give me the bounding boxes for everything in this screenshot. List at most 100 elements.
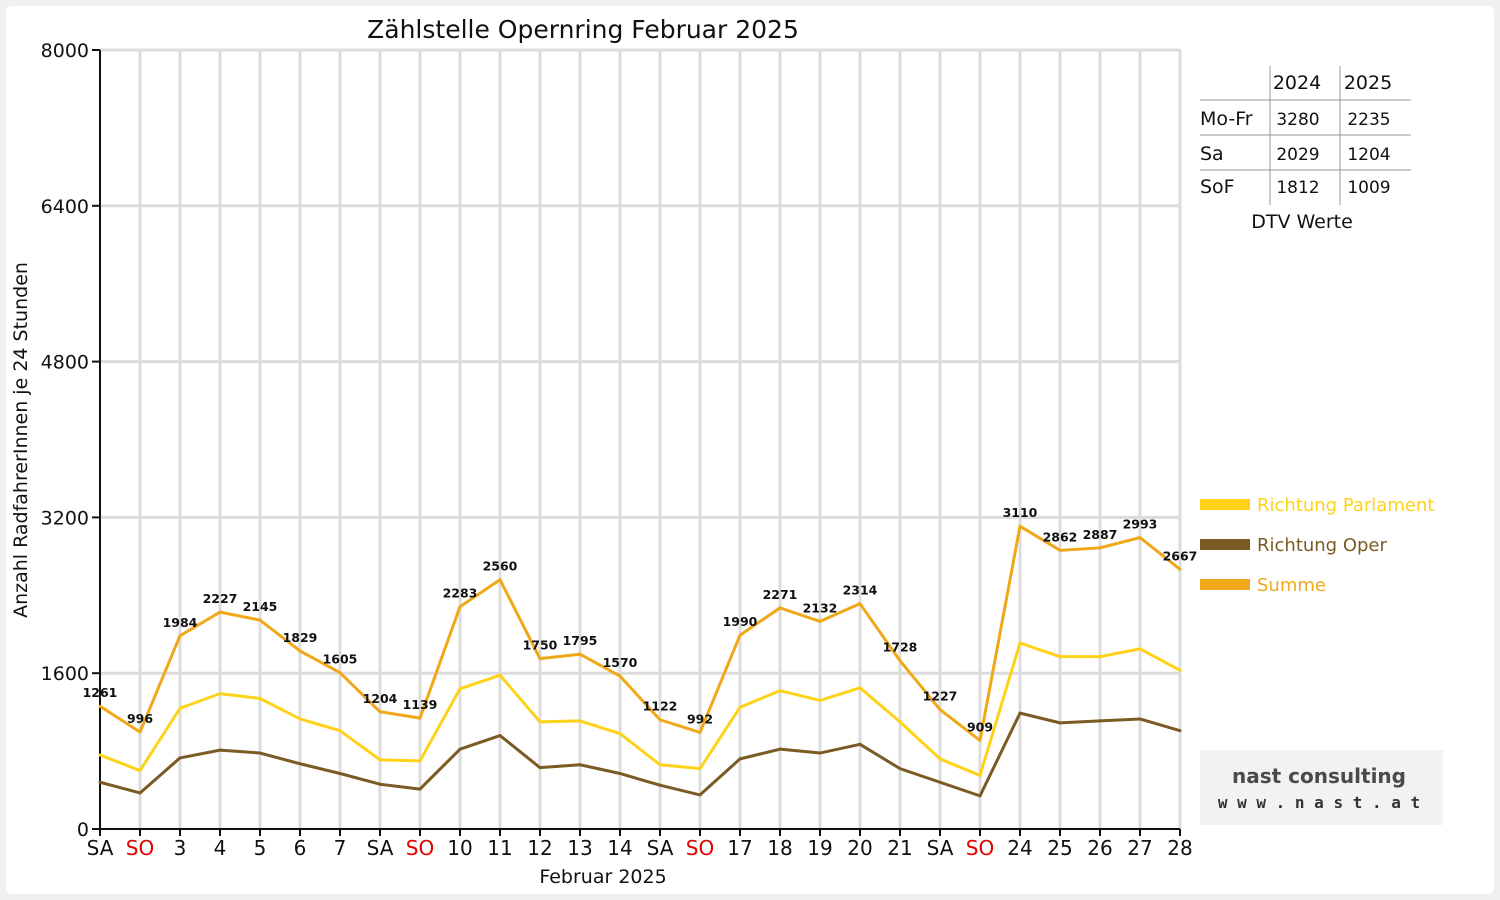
data-point (338, 671, 342, 675)
data-point (378, 782, 382, 786)
legend-swatch (1200, 579, 1250, 590)
dtv-cell: 1812 (1276, 178, 1319, 198)
dtv-header-2024: 2024 (1273, 72, 1321, 94)
data-point (858, 602, 862, 606)
data-point (418, 787, 422, 791)
data-point (618, 674, 622, 678)
data-point (698, 730, 702, 734)
data-point (298, 762, 302, 766)
data-point (218, 610, 222, 614)
data-point (298, 649, 302, 653)
x-tick-label: SO (126, 836, 154, 860)
data-label: 2667 (1163, 548, 1198, 563)
data-point (1138, 536, 1142, 540)
data-label: 1750 (523, 638, 558, 653)
x-tick-label: 17 (727, 836, 752, 860)
x-tick-label: 3 (174, 836, 187, 860)
x-tick-label: SA (927, 836, 954, 860)
dtv-row-label: Sa (1200, 143, 1224, 165)
data-label: 1990 (723, 614, 758, 629)
legend-swatch (1200, 499, 1250, 510)
data-point (458, 747, 462, 751)
data-point (578, 719, 582, 723)
data-label: 2145 (243, 599, 278, 614)
x-tick-label: SO (686, 836, 714, 860)
dtv-header-2025: 2025 (1344, 72, 1392, 94)
dtv-row-label: SoF (1200, 176, 1235, 198)
data-label: 2993 (1123, 517, 1158, 532)
data-point (298, 717, 302, 721)
data-label: 3110 (1003, 505, 1038, 520)
data-point (978, 794, 982, 798)
data-point (98, 753, 102, 757)
data-point (138, 769, 142, 773)
y-tick-label: 1600 (41, 663, 89, 685)
data-label: 1227 (923, 689, 958, 704)
data-point (938, 708, 942, 712)
data-point (1058, 655, 1062, 659)
dtv-cell: 1204 (1347, 145, 1390, 165)
y-tick-label: 8000 (41, 40, 89, 62)
x-tick-label: SO (406, 836, 434, 860)
data-labels: 1261 996 1984 2227 2145 1829 1605 1204 1139 2283 2… (83, 505, 1198, 734)
axes (99, 50, 1180, 830)
data-point (738, 633, 742, 637)
data-point (538, 657, 542, 661)
x-tick-label: 10 (447, 836, 472, 860)
dtv-cell: 3280 (1276, 110, 1319, 130)
data-point (1178, 668, 1182, 672)
series-lines (98, 524, 1182, 798)
data-label: 1570 (603, 655, 638, 670)
y-axis-label: Anzahl RadfahrerInnen je 24 Stunden (10, 262, 32, 618)
x-tick-label: 11 (487, 836, 512, 860)
y-axis-ticks: 0 1600 3200 4800 6400 8000 (41, 40, 100, 841)
data-point (1178, 567, 1182, 571)
x-tick-label: 13 (567, 836, 592, 860)
data-label: 2271 (763, 587, 798, 602)
data-label: 1728 (883, 640, 918, 655)
data-point (538, 766, 542, 770)
data-label: 1605 (323, 652, 358, 667)
data-point (1178, 729, 1182, 733)
x-tick-label: 28 (1167, 836, 1192, 860)
data-point (618, 732, 622, 736)
y-tick-label: 3200 (41, 507, 89, 529)
data-point (818, 751, 822, 755)
data-point (378, 710, 382, 714)
grid (100, 48, 1182, 829)
data-label: 1204 (363, 691, 398, 706)
data-point (778, 747, 782, 751)
dtv-cell: 2235 (1347, 110, 1390, 130)
data-point (338, 771, 342, 775)
chart-panel (6, 6, 1494, 894)
data-label: 2283 (443, 586, 478, 601)
nast-logo: nast consulting w w w . n a s t . a t (1200, 750, 1443, 825)
x-tick-label: 18 (767, 836, 792, 860)
data-point (818, 698, 822, 702)
x-tick-label: 6 (294, 836, 307, 860)
dtv-cell: 1009 (1347, 178, 1390, 198)
dtv-cell: 2029 (1276, 145, 1319, 165)
data-point (178, 756, 182, 760)
x-tick-label: 5 (254, 836, 267, 860)
data-point (498, 578, 502, 582)
data-point (698, 793, 702, 797)
data-label: 992 (687, 711, 713, 726)
x-axis-label: Februar 2025 (539, 866, 666, 888)
y-tick-label: 0 (77, 819, 89, 841)
data-point (778, 689, 782, 693)
data-point (418, 716, 422, 720)
data-point (698, 767, 702, 771)
data-point (338, 729, 342, 733)
data-label: 2887 (1083, 527, 1118, 542)
data-point (898, 659, 902, 663)
data-point (1138, 717, 1142, 721)
data-label: 2227 (203, 591, 238, 606)
data-point (898, 720, 902, 724)
data-label: 1139 (403, 697, 438, 712)
data-point (1098, 719, 1102, 723)
legend-swatch (1200, 539, 1250, 550)
x-tick-label: SA (87, 836, 114, 860)
x-tick-label: SA (367, 836, 394, 860)
data-point (1058, 721, 1062, 725)
